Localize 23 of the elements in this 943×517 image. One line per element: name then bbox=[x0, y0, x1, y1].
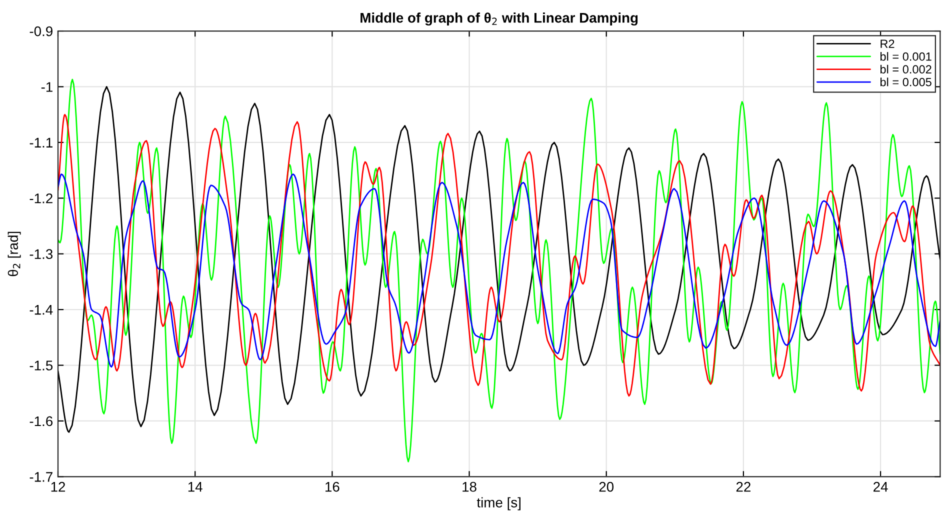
y-tick-label: -1.4 bbox=[30, 305, 53, 315]
x-tick-label: 20 bbox=[599, 482, 614, 492]
x-tick-label: 18 bbox=[462, 482, 476, 492]
y-tick-label: -1.3 bbox=[30, 249, 53, 260]
y-tick-label: -1.6 bbox=[30, 416, 53, 426]
y-tick-label: -1.1 bbox=[30, 138, 52, 148]
y-tick-label: -1.2 bbox=[30, 193, 52, 204]
x-axis-title: time [s] bbox=[476, 497, 520, 510]
chart-title: Middle of graph of θ$_{2}$ with Linear Damping bbox=[360, 12, 638, 26]
legend-label: bl = 0.002 bbox=[880, 64, 932, 74]
y-tick-label: -0.9 bbox=[30, 26, 52, 36]
x-tick-label: 12 bbox=[51, 482, 66, 492]
x-tick-label: 24 bbox=[874, 482, 888, 492]
x-tick-label: 16 bbox=[326, 482, 340, 492]
x-tick-label: 22 bbox=[736, 482, 750, 492]
legend-label: R2 bbox=[880, 40, 894, 48]
x-tick-label: 14 bbox=[188, 482, 202, 492]
y-tick-label: -1.5 bbox=[30, 360, 53, 370]
y-tick-label: -1.7 bbox=[30, 472, 52, 482]
y-tick-label: -1 bbox=[41, 82, 52, 92]
legend-label: bl = 0.005 bbox=[880, 78, 932, 86]
legend-label: bl = 0.001 bbox=[880, 52, 932, 61]
y-axis-title: θ$_{2}$ [rad] bbox=[8, 232, 21, 276]
